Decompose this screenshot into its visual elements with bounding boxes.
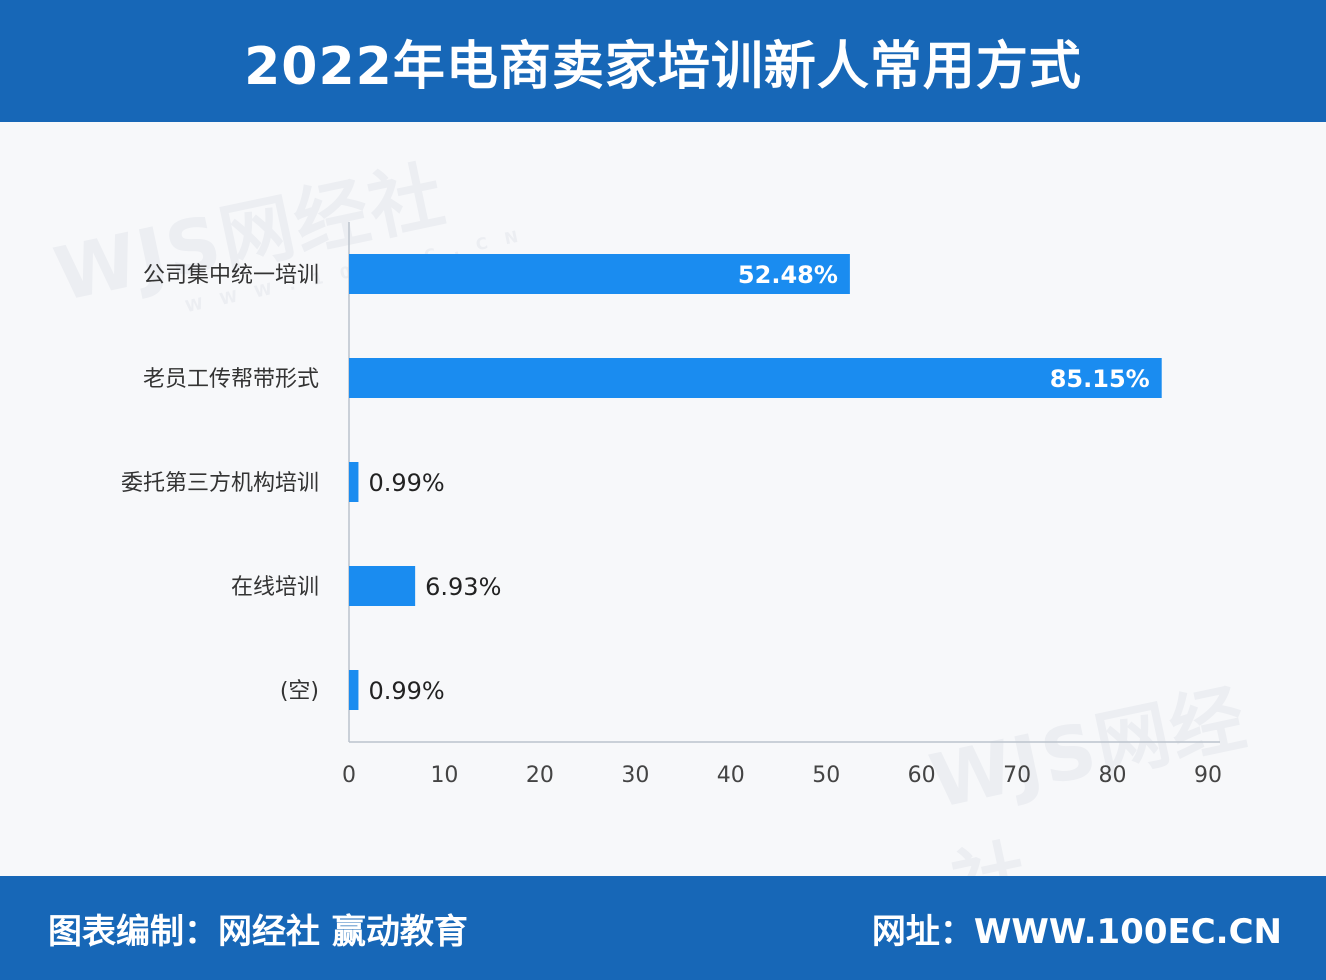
category-label-3: 在线培训 <box>231 575 319 600</box>
value-label-1: 85.15% <box>1050 365 1150 393</box>
bar-2 <box>349 462 359 502</box>
value-label-0: 52.48% <box>738 261 838 289</box>
footer-url: 网址：WWW.100EC.CN <box>871 912 1282 952</box>
x-tick-label-0: 0 <box>342 763 356 788</box>
x-tick-label-7: 70 <box>1003 763 1031 788</box>
category-label-2: 委托第三方机构培训 <box>121 471 319 496</box>
bar-0 <box>349 254 850 294</box>
bar-3 <box>349 566 416 606</box>
x-tick-label-6: 60 <box>908 763 936 788</box>
x-tick-label-5: 50 <box>812 763 840 788</box>
value-label-3: 6.93% <box>425 573 501 601</box>
value-label-2: 0.99% <box>368 469 444 497</box>
category-label-0: 公司集中统一培训 <box>143 263 319 288</box>
bar-4 <box>349 670 359 710</box>
x-tick-label-1: 10 <box>430 763 458 788</box>
x-tick-label-4: 40 <box>717 763 745 788</box>
value-label-4: 0.99% <box>368 677 444 705</box>
category-label-1: 老员工传帮带形式 <box>143 367 319 392</box>
category-label-4: (空) <box>280 679 319 704</box>
footer-credit: 图表编制：网经社 赢动教育 <box>48 912 468 952</box>
bar-chart: 公司集中统一培训 52.48% 老员工传帮带形式 85.15% 委托第三方机构培训 0.9… <box>121 222 1222 788</box>
x-tick-label-9: 90 <box>1194 763 1222 788</box>
title-banner: 2022年电商卖家培训新人常用方式 <box>0 0 1326 122</box>
bar-1 <box>349 358 1162 398</box>
footer-banner: 图表编制：网经社 赢动教育 网址：WWW.100EC.CN <box>0 876 1326 980</box>
x-tick-label-8: 80 <box>1099 763 1127 788</box>
x-tick-label-3: 30 <box>621 763 649 788</box>
x-tick-label-2: 20 <box>526 763 554 788</box>
page-title: 2022年电商卖家培训新人常用方式 <box>244 36 1082 97</box>
